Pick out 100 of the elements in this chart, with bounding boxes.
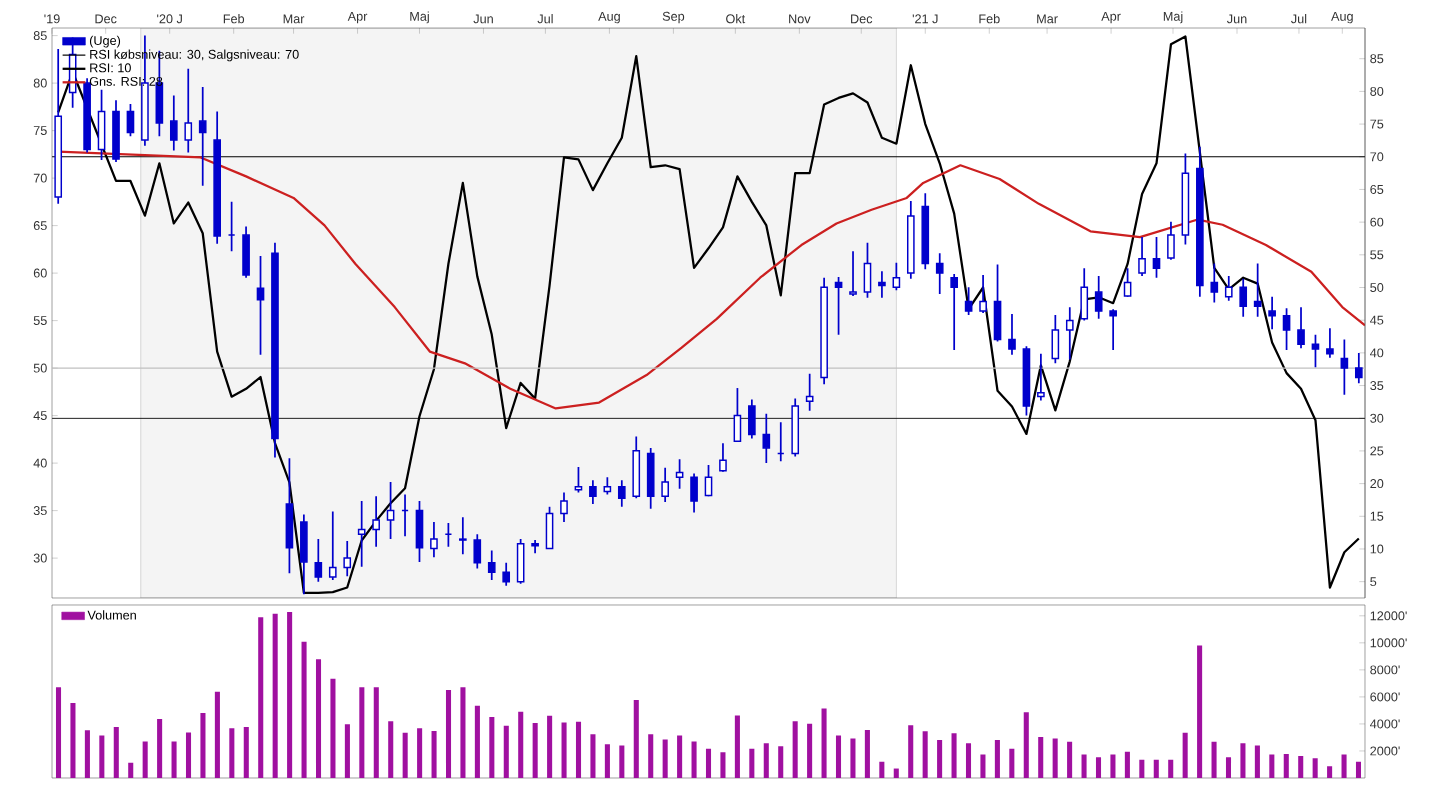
bar bbox=[691, 741, 697, 778]
bar bbox=[590, 734, 596, 778]
candlestick bbox=[83, 77, 91, 154]
y-tick-label: 6000' bbox=[1370, 692, 1400, 702]
bar bbox=[128, 762, 134, 778]
bar bbox=[1197, 645, 1203, 778]
bar bbox=[1110, 754, 1116, 778]
bar bbox=[1211, 741, 1217, 778]
bar bbox=[1139, 759, 1145, 778]
bar bbox=[113, 727, 119, 778]
legend-label: Volumen bbox=[87, 610, 136, 620]
bar bbox=[778, 746, 784, 778]
candlestick bbox=[1094, 275, 1103, 320]
y2-tick-label: 10 bbox=[1370, 544, 1384, 554]
x-tick-label: Dec bbox=[95, 14, 117, 24]
bar bbox=[1312, 758, 1318, 778]
x-tick-label: Jul bbox=[1291, 13, 1307, 24]
candlestick bbox=[1037, 352, 1045, 402]
candlestick bbox=[1167, 220, 1175, 261]
y-tick-label: 30 bbox=[33, 553, 47, 563]
bar bbox=[388, 721, 394, 778]
bar bbox=[561, 722, 567, 778]
bar bbox=[893, 768, 899, 778]
candlestick bbox=[632, 435, 641, 500]
bar bbox=[315, 659, 322, 778]
bar bbox=[171, 741, 177, 778]
bar bbox=[301, 641, 307, 778]
bar bbox=[821, 708, 827, 778]
bar bbox=[1341, 754, 1347, 778]
candlestick bbox=[473, 533, 482, 570]
candlestick bbox=[54, 48, 63, 205]
bar bbox=[705, 748, 712, 778]
bar bbox=[648, 734, 654, 778]
bar bbox=[994, 739, 1000, 778]
candlestick bbox=[1354, 352, 1363, 385]
x-tick-label: '21 J bbox=[912, 14, 938, 24]
x-tick-label: Nov bbox=[789, 14, 811, 24]
bar bbox=[344, 724, 350, 778]
x-tick-label: '20 J bbox=[157, 14, 182, 24]
candlestick bbox=[502, 561, 511, 587]
y-tick-label: 80 bbox=[33, 78, 47, 88]
bar bbox=[1124, 751, 1130, 778]
bar bbox=[460, 687, 466, 778]
candlestick bbox=[675, 458, 684, 490]
x-tick-label: Mar bbox=[1037, 14, 1058, 24]
y-tick-label: 55 bbox=[33, 316, 47, 326]
y-tick-label: 12000' bbox=[1370, 611, 1407, 621]
x-tick-label: Jun bbox=[1226, 14, 1247, 24]
line-series bbox=[57, 35, 1360, 594]
bar bbox=[1283, 753, 1289, 778]
bar bbox=[879, 761, 885, 778]
candlestick bbox=[1326, 327, 1334, 359]
bar bbox=[157, 718, 163, 778]
bar bbox=[749, 748, 755, 778]
x-tick-label: Okt bbox=[726, 13, 746, 24]
candlestick bbox=[328, 510, 337, 581]
bar bbox=[965, 743, 972, 778]
candlestick bbox=[805, 372, 814, 412]
candlestick bbox=[1008, 313, 1016, 356]
candlestick bbox=[285, 457, 294, 575]
y2-tick-label: 5 bbox=[1370, 577, 1377, 587]
candlestick bbox=[1181, 152, 1190, 246]
candlestick bbox=[820, 276, 828, 386]
candlestick bbox=[169, 94, 178, 152]
y-tick-label: 40 bbox=[33, 458, 47, 468]
bar bbox=[937, 739, 943, 778]
candlestick bbox=[198, 86, 207, 187]
candlestick bbox=[1138, 236, 1146, 277]
y-tick-label: 85 bbox=[33, 31, 47, 41]
candlestick bbox=[1253, 262, 1262, 318]
x-tick-label: Aug bbox=[1331, 11, 1353, 24]
bar bbox=[70, 703, 76, 778]
y-tick-label: 45 bbox=[33, 411, 47, 421]
candlestick bbox=[97, 88, 106, 161]
x-tick-label: Apr bbox=[1101, 11, 1121, 24]
y2-tick-label: 20 bbox=[1370, 479, 1384, 489]
candlestick bbox=[1297, 306, 1305, 350]
y-tick-label: 10000' bbox=[1370, 638, 1407, 648]
candlestick bbox=[935, 252, 944, 295]
bar bbox=[1038, 736, 1044, 778]
bar bbox=[445, 690, 452, 778]
x-tick-label: '19 bbox=[44, 14, 60, 24]
bar bbox=[864, 729, 870, 778]
candlestick bbox=[762, 412, 771, 464]
candlestick bbox=[979, 274, 987, 314]
bar bbox=[1009, 748, 1015, 778]
y-tick-label: 75 bbox=[33, 126, 47, 136]
candlestick bbox=[459, 516, 467, 556]
candlestick bbox=[271, 241, 279, 459]
y-tick-label: 8000' bbox=[1370, 665, 1400, 675]
bar bbox=[1225, 757, 1232, 778]
bar bbox=[922, 731, 928, 778]
bar bbox=[619, 745, 625, 778]
bar bbox=[1023, 712, 1029, 778]
bar bbox=[835, 735, 842, 778]
candlestick bbox=[1109, 308, 1117, 351]
candlestick bbox=[1210, 262, 1219, 304]
bar bbox=[1052, 738, 1058, 778]
candlestick bbox=[733, 387, 742, 442]
bar bbox=[547, 715, 553, 778]
